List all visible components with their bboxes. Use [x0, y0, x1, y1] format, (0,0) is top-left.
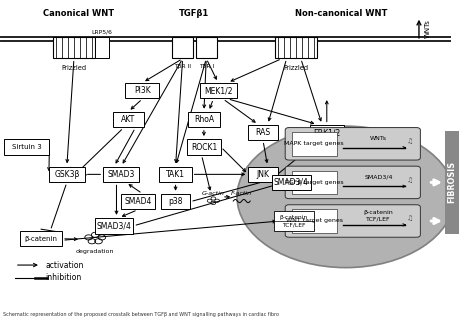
FancyBboxPatch shape [248, 167, 278, 182]
FancyBboxPatch shape [172, 37, 193, 58]
FancyBboxPatch shape [292, 209, 337, 233]
Text: β-catenin
TCF/LEF: β-catenin TCF/LEF [364, 211, 393, 221]
Text: MAPK target genes: MAPK target genes [284, 141, 344, 146]
FancyBboxPatch shape [292, 132, 337, 156]
Text: FIBROSIS: FIBROSIS [447, 162, 456, 203]
FancyBboxPatch shape [53, 37, 95, 58]
Text: SMAD3: SMAD3 [108, 170, 135, 179]
Text: β-catenin: β-catenin [280, 215, 308, 220]
FancyBboxPatch shape [272, 175, 311, 190]
Text: ♫: ♫ [407, 177, 413, 183]
Text: WNT target genes: WNT target genes [286, 218, 343, 224]
FancyBboxPatch shape [445, 131, 459, 234]
Text: WNTs: WNTs [425, 20, 431, 38]
Text: ROCK1: ROCK1 [191, 142, 217, 151]
FancyBboxPatch shape [200, 83, 237, 99]
Text: WNTs: WNTs [370, 136, 387, 141]
Text: PI3K: PI3K [134, 86, 151, 95]
Text: JNK: JNK [256, 170, 270, 179]
Text: SMAD3/4: SMAD3/4 [97, 221, 132, 230]
FancyBboxPatch shape [103, 167, 139, 182]
FancyBboxPatch shape [275, 37, 318, 58]
FancyBboxPatch shape [187, 139, 221, 155]
FancyBboxPatch shape [310, 125, 344, 140]
FancyBboxPatch shape [292, 171, 337, 194]
Text: SMAD3/4: SMAD3/4 [364, 175, 392, 180]
FancyBboxPatch shape [285, 166, 420, 199]
Text: MEK1/2: MEK1/2 [204, 86, 232, 95]
Text: p38: p38 [168, 197, 183, 206]
Text: TβR II: TβR II [174, 64, 191, 68]
Text: Canonical WNT: Canonical WNT [43, 9, 114, 18]
Text: ERK1/2: ERK1/2 [313, 128, 340, 137]
Text: TβR I: TβR I [199, 64, 214, 68]
FancyBboxPatch shape [274, 211, 314, 231]
FancyBboxPatch shape [121, 194, 155, 209]
FancyBboxPatch shape [285, 128, 420, 160]
FancyBboxPatch shape [19, 231, 62, 246]
FancyBboxPatch shape [126, 83, 159, 99]
Text: TGFβ1: TGFβ1 [178, 9, 209, 18]
FancyBboxPatch shape [248, 125, 278, 140]
Text: TCF/LEF: TCF/LEF [282, 222, 305, 227]
Text: F-actin: F-actin [231, 191, 252, 195]
FancyBboxPatch shape [285, 205, 420, 237]
Text: ♫: ♫ [407, 215, 413, 222]
Text: GSK3β: GSK3β [54, 170, 80, 179]
Text: Frizzled: Frizzled [62, 65, 87, 71]
Text: inhibition: inhibition [46, 274, 82, 282]
Text: G-actin: G-actin [202, 191, 225, 195]
Text: ♫: ♫ [407, 138, 413, 144]
Text: SMAD4: SMAD4 [124, 197, 151, 206]
Text: β-catenin: β-catenin [24, 236, 57, 242]
Text: AKT: AKT [121, 115, 136, 124]
Text: Schematic representation of the proposed crosstalk between TGFβ and WNT signalli: Schematic representation of the proposed… [3, 311, 279, 317]
Text: LRP5/6: LRP5/6 [92, 30, 113, 35]
Text: RhoA: RhoA [194, 115, 214, 124]
FancyBboxPatch shape [113, 112, 144, 127]
Text: degradation: degradation [76, 249, 114, 254]
FancyBboxPatch shape [95, 37, 109, 58]
FancyBboxPatch shape [188, 112, 220, 127]
FancyBboxPatch shape [49, 167, 84, 182]
Text: TAK1: TAK1 [166, 170, 185, 179]
FancyBboxPatch shape [4, 139, 49, 155]
Text: RAS: RAS [255, 128, 271, 137]
Text: TGFβ target genes: TGFβ target genes [285, 180, 344, 185]
Ellipse shape [237, 126, 455, 268]
Text: activation: activation [46, 261, 84, 270]
FancyBboxPatch shape [161, 194, 190, 209]
Text: Frizzled: Frizzled [283, 65, 309, 71]
FancyBboxPatch shape [159, 167, 191, 182]
Text: SMAD3/4: SMAD3/4 [274, 178, 309, 187]
FancyBboxPatch shape [95, 218, 134, 234]
Text: Non-canonical WNT: Non-canonical WNT [295, 9, 387, 18]
Text: Sirtuin 3: Sirtuin 3 [12, 144, 42, 150]
FancyBboxPatch shape [196, 37, 217, 58]
